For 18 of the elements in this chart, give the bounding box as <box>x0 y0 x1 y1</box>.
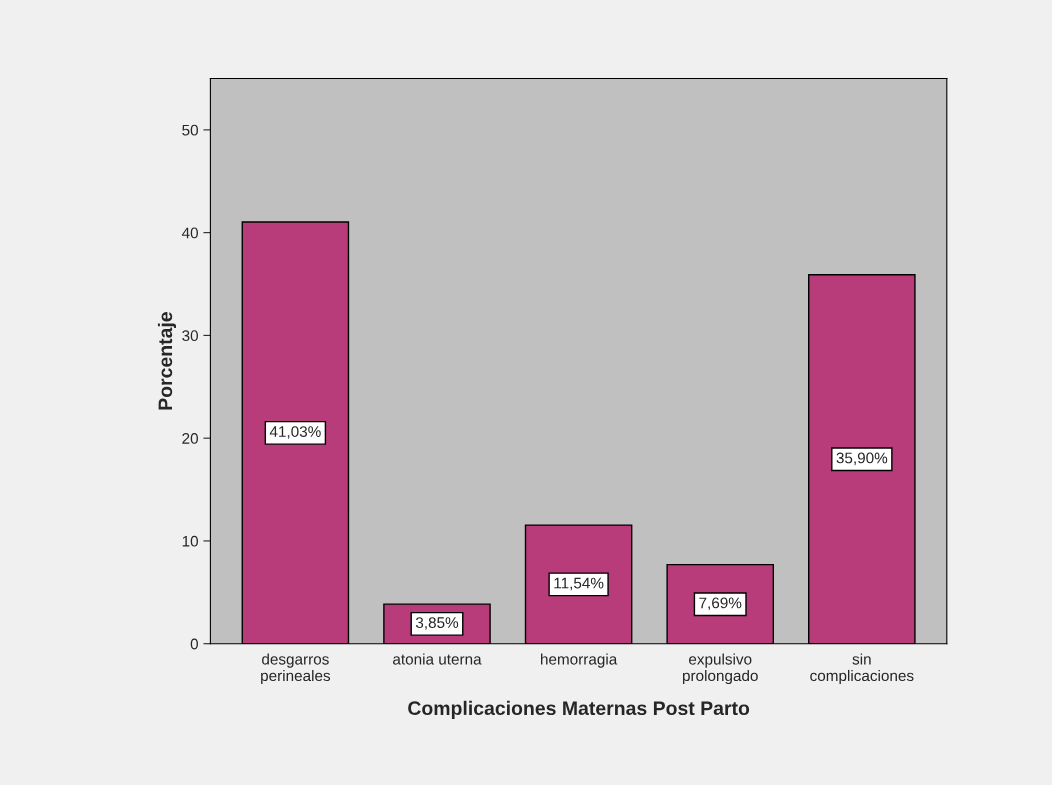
y-tick-label: 30 <box>182 330 198 342</box>
x-tick-label: atonia uterna <box>393 653 482 665</box>
x-tick-label: desgarros perineales <box>261 653 331 685</box>
data-label: 35,90% <box>836 452 888 466</box>
data-label: 3,85% <box>415 617 459 630</box>
data-label: 7,69% <box>699 597 742 611</box>
y-axis-title: Porcentaje <box>157 312 177 410</box>
x-axis-title: Complicaciones Maternas Post Parto <box>408 700 750 719</box>
y-tick-label: 0 <box>190 638 198 650</box>
x-tick-label: hemorragia <box>541 653 618 668</box>
y-tick-label: 50 <box>182 124 198 136</box>
data-label: 41,03% <box>269 426 321 439</box>
data-label: 11,54% <box>554 577 604 591</box>
y-tick-label: 40 <box>181 227 198 239</box>
x-tick-label: expulsivo prolongado <box>682 653 758 685</box>
x-tick-label: sin complicaciones <box>810 653 914 685</box>
y-tick-label: 20 <box>182 433 198 444</box>
y-tick-label: 10 <box>182 535 198 547</box>
